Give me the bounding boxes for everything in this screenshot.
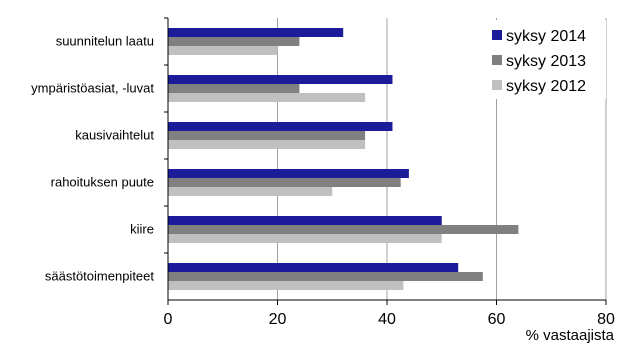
legend-swatch bbox=[492, 30, 502, 40]
axes bbox=[164, 17, 607, 305]
bar-3-4 bbox=[168, 187, 333, 196]
legend-label: syksy 2014 bbox=[506, 28, 586, 45]
category-label: rahoituksen puute bbox=[51, 175, 154, 190]
category-label: kiire bbox=[130, 222, 154, 237]
bar-2-1 bbox=[168, 37, 300, 46]
legend-box bbox=[488, 20, 606, 99]
legend-swatch bbox=[492, 55, 502, 65]
bars bbox=[168, 28, 519, 290]
legend-label: syksy 2012 bbox=[506, 78, 586, 95]
bar-2-3 bbox=[168, 131, 366, 140]
x-tick-labels: 0 20 40 60 80 bbox=[164, 311, 615, 328]
bar-1-2 bbox=[168, 75, 393, 84]
legend: syksy 2014 syksy 2013 syksy 2012 bbox=[488, 20, 606, 99]
x-tick-label: 20 bbox=[269, 311, 287, 328]
bar-2-4 bbox=[168, 178, 401, 187]
bar-1-3 bbox=[168, 122, 393, 131]
bar-2-5 bbox=[168, 225, 519, 234]
bar-3-1 bbox=[168, 46, 278, 55]
bar-3-6 bbox=[168, 281, 404, 290]
category-label: säästötoimenpiteet bbox=[45, 269, 155, 284]
bar-3-2 bbox=[168, 93, 366, 102]
bar-1-4 bbox=[168, 169, 409, 178]
category-label: suunnitelun laatu bbox=[56, 34, 154, 49]
category-label: ympäristöasiat, -luvat bbox=[31, 81, 154, 96]
x-axis-title: % vastaajista bbox=[526, 327, 615, 343]
bar-1-1 bbox=[168, 28, 344, 37]
legend-label: syksy 2013 bbox=[506, 53, 586, 70]
x-tick-label: 40 bbox=[378, 311, 396, 328]
bar-2-6 bbox=[168, 272, 483, 281]
bar-1-5 bbox=[168, 216, 442, 225]
x-tick-label: 0 bbox=[164, 311, 173, 328]
bar-2-2 bbox=[168, 84, 300, 93]
category-label: kausivaihtelut bbox=[75, 128, 154, 143]
bar-3-3 bbox=[168, 140, 366, 149]
bar-1-6 bbox=[168, 263, 459, 272]
x-tick-label: 80 bbox=[597, 311, 615, 328]
x-tick-label: 60 bbox=[488, 311, 506, 328]
bar-3-5 bbox=[168, 234, 442, 243]
legend-swatch bbox=[492, 80, 502, 90]
category-labels: suunnitelun laatu ympäristöasiat, -luvat k… bbox=[31, 34, 154, 284]
